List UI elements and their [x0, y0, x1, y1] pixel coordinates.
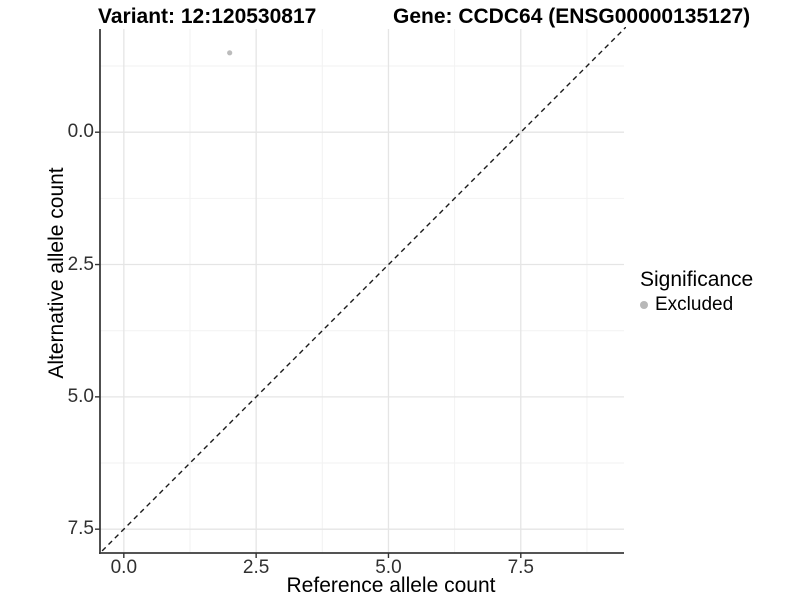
- gridlines-major: [100, 29, 624, 553]
- identity-dashed-line: [99, 27, 626, 554]
- gridlines-minor: [100, 29, 624, 553]
- plot-title-gene: Gene: CCDC64 (ENSG00000135127): [393, 5, 751, 28]
- x-tick-label: 7.5: [507, 557, 534, 578]
- y-axis-title: Alternative allele count: [45, 167, 68, 379]
- legend-title: Significance: [640, 268, 754, 291]
- y-tick-label: 2.5: [67, 253, 94, 275]
- legend-item-label: Excluded: [655, 294, 734, 315]
- plot-title-variant: Variant: 12:120530817: [98, 5, 317, 28]
- x-tick-label: 5.0: [375, 557, 402, 578]
- x-axis-title: Reference allele count: [286, 574, 496, 597]
- axis-lines: [99, 29, 624, 554]
- data-points: [227, 50, 233, 56]
- x-tick-label: 2.5: [242, 557, 270, 578]
- legend: Significance Excluded: [640, 268, 753, 316]
- legend-item-excluded: Excluded: [640, 294, 753, 316]
- excluded-point-icon: [640, 301, 648, 309]
- x-tick-label: 0.0: [110, 557, 138, 578]
- tick-marks: [95, 131, 522, 558]
- y-tick-label: 0.0: [67, 121, 94, 143]
- y-tick-label: 7.5: [67, 518, 94, 540]
- y-tick-label: 5.0: [67, 385, 94, 407]
